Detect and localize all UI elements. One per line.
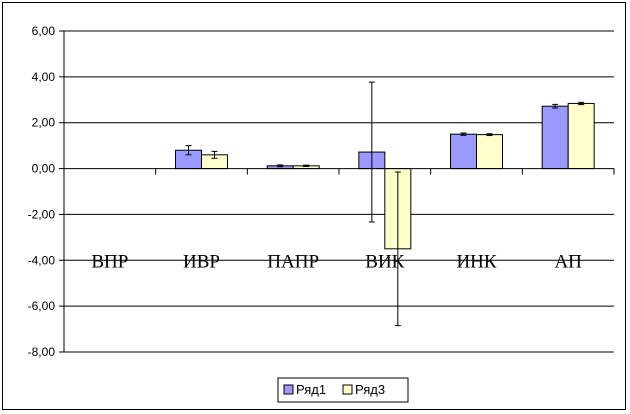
error-bars: [185, 81, 585, 327]
axes: [59, 30, 615, 353]
grid-lines: [64, 30, 614, 353]
x-category-label: ВИК: [365, 251, 404, 272]
x-category-label: ВПР: [91, 251, 128, 272]
y-tick-label: -4,00: [28, 253, 56, 267]
y-tick-label: -6,00: [28, 299, 56, 313]
bar-series-1: [450, 133, 477, 170]
y-tick-label: -8,00: [28, 345, 56, 359]
legend-swatch-series-2: [342, 384, 353, 395]
category-labels: ВПР ИВР ПАПР ВИК ИНК АП: [91, 251, 582, 272]
legend: Ряд1 Ряд3: [277, 377, 409, 403]
x-category-label: ИНК: [456, 251, 496, 272]
y-tick-labels: -8,00 -6,00 -4,00 -2,00 0,00 2,00 4,00 6,00: [28, 24, 56, 359]
y-tick-label: -2,00: [28, 207, 56, 221]
y-tick-label: 4,00: [32, 70, 56, 84]
legend-swatch-series-1: [283, 384, 294, 395]
x-category-label: АП: [554, 251, 582, 272]
bar-series-2: [476, 134, 503, 170]
y-tick-label: 0,00: [32, 162, 56, 176]
x-category-label: ИВР: [183, 251, 220, 272]
bar-series-1: [541, 105, 569, 170]
bars: [175, 102, 595, 250]
bar-series-2: [567, 102, 595, 170]
legend-label-series-1: Ряд1: [296, 382, 326, 397]
x-category-label: ПАПР: [267, 251, 319, 272]
y-tick-label: 2,00: [32, 116, 56, 130]
legend-label-series-2: Ряд3: [355, 382, 385, 397]
y-tick-label: 6,00: [32, 24, 56, 38]
chart-frame: [2, 2, 626, 410]
